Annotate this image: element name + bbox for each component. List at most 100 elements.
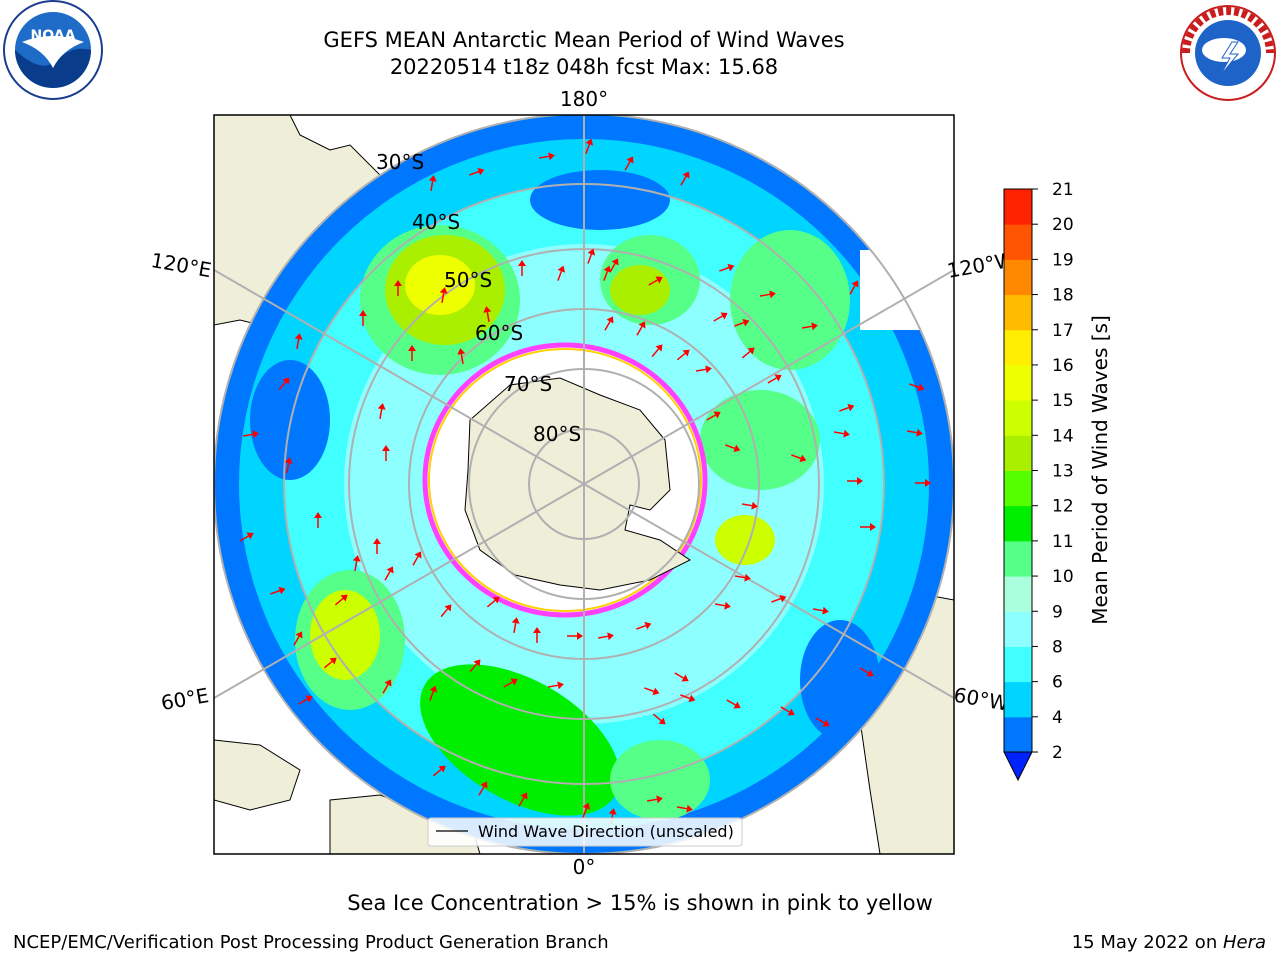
wave-direction-arrow xyxy=(518,792,528,807)
wave-direction-arrow xyxy=(557,265,566,281)
colorbar-tick-label: 2 xyxy=(1052,743,1063,763)
colorbar-tick-label: 18 xyxy=(1052,286,1074,306)
wave-direction-arrow xyxy=(440,604,452,618)
lat-label-80s: 80°S xyxy=(533,422,581,446)
wave-direction-arrow xyxy=(759,290,776,299)
wave-direction-arrow xyxy=(242,430,259,439)
wave-direction-arrow xyxy=(713,312,728,322)
colorbar-segment xyxy=(1004,470,1032,507)
legend-label: Wind Wave Direction (unscaled) xyxy=(478,822,734,841)
wave-direction-arrow xyxy=(906,428,923,437)
wave-direction-arrow xyxy=(909,383,925,392)
wave-direction-arrow xyxy=(382,679,392,694)
wave-direction-arrow xyxy=(518,260,526,276)
wave-direction-arrow xyxy=(741,501,758,510)
colorbar-tick-label: 12 xyxy=(1052,497,1074,517)
antarctica xyxy=(464,377,691,591)
lon-label-top: 180° xyxy=(560,87,608,111)
wave-direction-arrow xyxy=(603,265,612,281)
wave-direction-arrow xyxy=(394,280,402,296)
wave-direction-arrow xyxy=(382,445,390,461)
colorbar-tick-label: 4 xyxy=(1052,708,1063,728)
wave-direction-arrow xyxy=(734,573,751,582)
wave-direction-arrow xyxy=(408,345,416,361)
wave-direction-arrow xyxy=(538,152,555,161)
footer-date: 15 May 2022 on Hera xyxy=(1072,932,1266,953)
sea-ice-caption: Sea Ice Concentration > 15% is shown in … xyxy=(347,891,933,915)
colorbar-tick-label: 19 xyxy=(1052,250,1074,270)
wave-direction-arrow xyxy=(860,523,876,531)
colorbar-extend-arrow xyxy=(1003,751,1033,782)
lat-label-40s: 40°S xyxy=(412,210,460,234)
wave-direction-arrow xyxy=(428,175,437,192)
lat-label-70s: 70°S xyxy=(504,372,552,396)
footer-machine: Hera xyxy=(1222,932,1266,953)
colorbar-segment xyxy=(1004,294,1032,331)
lon-label-left-lower: 60°E xyxy=(159,683,211,715)
colorbar-segment xyxy=(1004,576,1032,612)
wave-direction-arrow xyxy=(597,632,614,641)
wave-direction-arrow xyxy=(680,171,690,186)
colorbar-segment xyxy=(1004,540,1032,577)
wave-direction-arrow xyxy=(915,479,931,487)
colorbar-segment xyxy=(1004,611,1032,647)
lon-label-right-lower: 60°W xyxy=(952,682,1011,715)
wave-direction-arrow xyxy=(314,512,322,528)
wave-direction-arrow xyxy=(815,717,830,727)
lat-label-30s: 30°S xyxy=(376,150,424,174)
colorbar-segment xyxy=(1004,329,1032,366)
wave-direction-arrow xyxy=(859,667,874,677)
wave-direction-arrow xyxy=(352,555,361,572)
wave-direction-arrow xyxy=(432,765,446,777)
wave-direction-arrow xyxy=(609,258,619,273)
colorbar: 2 4 6 8 9 10 11 12 13 14 15 16 17 18 19 20 21 xyxy=(1003,180,1074,782)
wave-direction-arrow xyxy=(652,713,666,725)
wave-direction-arrow xyxy=(676,349,690,361)
colorbar-tick-label: 6 xyxy=(1052,673,1063,693)
wave-direction-arrow xyxy=(725,444,741,453)
wave-direction-arrow xyxy=(644,687,660,696)
colorbar-tick-label: 17 xyxy=(1052,321,1074,341)
wave-direction-arrow xyxy=(801,322,818,331)
wave-direction-arrow xyxy=(680,694,696,703)
colorbar-segment xyxy=(1004,224,1032,260)
wave-direction-arrow xyxy=(359,310,367,326)
colorbar-tick-label: 14 xyxy=(1052,426,1074,446)
wave-direction-arrow xyxy=(377,403,386,420)
colorbar-tick-label: 21 xyxy=(1052,180,1074,200)
wave-direction-arrow xyxy=(284,457,293,474)
lon-label-left-upper: 120°E xyxy=(149,248,213,282)
svg-text:NOAA: NOAA xyxy=(31,28,76,44)
footer-date-text: 15 May 2022 on xyxy=(1071,932,1223,953)
colorbar-tick-label: 11 xyxy=(1052,532,1074,552)
wave-direction-arrow xyxy=(587,248,596,264)
wave-direction-arrow xyxy=(547,681,564,690)
wave-direction-arrow xyxy=(833,429,850,438)
colorbar-segment xyxy=(1004,716,1032,753)
lat-label-50s: 50°S xyxy=(444,268,492,292)
colorbar-segment xyxy=(1004,681,1032,718)
wave-direction-arrow xyxy=(486,596,500,608)
wave-direction-arrow xyxy=(695,365,712,374)
colorbar-tick-label: 15 xyxy=(1052,391,1074,411)
colorbar-segment xyxy=(1004,646,1032,683)
wave-direction-arrow xyxy=(239,532,254,542)
colorbar-tick-label: 20 xyxy=(1052,215,1074,235)
wave-direction-arrow xyxy=(648,276,663,286)
wave-direction-arrow xyxy=(714,601,731,610)
wave-direction-arrow xyxy=(412,551,422,566)
colorbar-segment xyxy=(1004,189,1032,225)
colorbar-segment xyxy=(1004,364,1032,401)
footer-credit: NCEP/EMC/Verification Post Processing Pr… xyxy=(13,932,609,953)
wave-direction-arrow xyxy=(636,321,646,336)
noaa-logo: NOAA xyxy=(3,0,103,100)
wave-direction-arrow xyxy=(585,138,594,154)
wave-direction-arrow xyxy=(604,316,614,331)
wave-direction-arrow xyxy=(511,617,520,634)
wave-direction-arrow xyxy=(780,706,795,716)
wind-wave-direction-arrows xyxy=(239,138,931,825)
wave-direction-arrow xyxy=(384,566,394,581)
colorbar-tick-label: 10 xyxy=(1052,567,1074,587)
wave-direction-arrow xyxy=(439,287,448,304)
wave-direction-arrow xyxy=(719,263,735,272)
